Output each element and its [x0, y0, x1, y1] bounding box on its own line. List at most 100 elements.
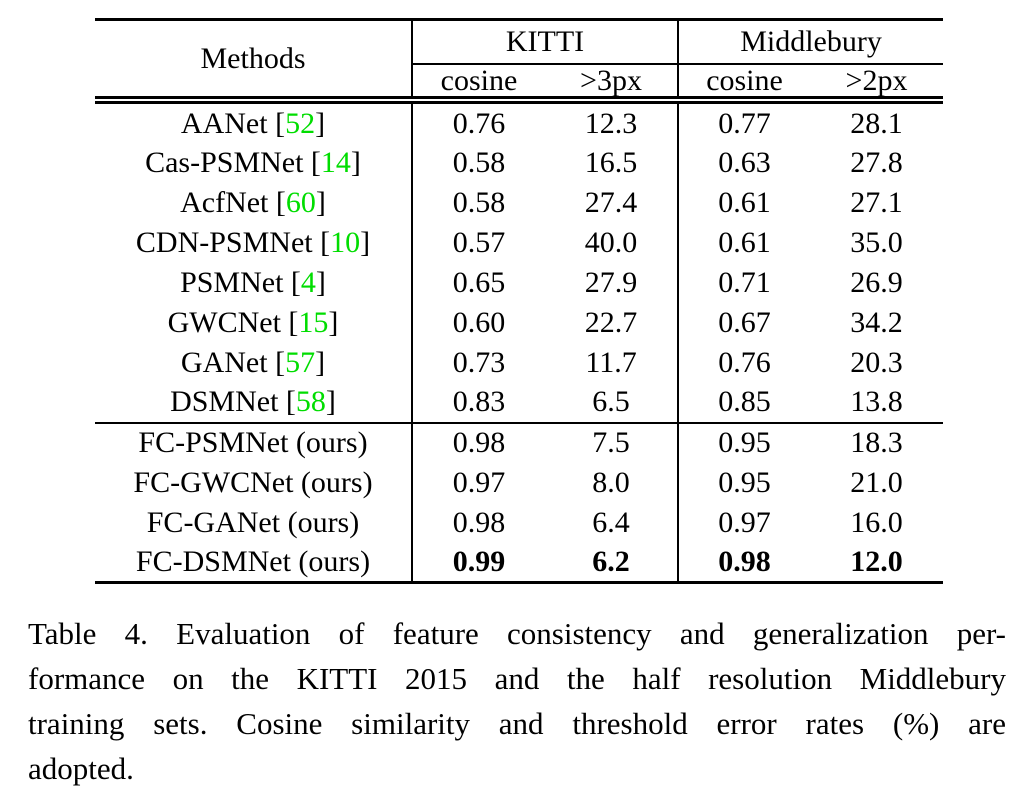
middlebury-cosine-value: 0.98 [677, 542, 811, 583]
kitti-3px-value: 27.4 [584, 185, 638, 219]
kitti-cosine-value: 0.98 [411, 421, 545, 463]
middlebury-2px-value: 34.2 [850, 305, 903, 339]
middlebury-2px-value: 18.3 [810, 421, 944, 463]
kitti-cosine-value: 0.76 [411, 102, 545, 143]
kitti-3px-value: 6.4 [592, 505, 630, 539]
method-name: FC-DSMNet (ours) [135, 545, 371, 578]
citation-ref[interactable]: 58 [295, 385, 326, 419]
middlebury-2px-value: 27.8 [850, 145, 903, 179]
header-row-groups: Methods KITTI Middlebury [95, 19, 944, 74]
kitti-cosine-value: 0.58 [411, 182, 545, 223]
citation-bracket: ] [315, 265, 326, 299]
col-group-middlebury: Middlebury [677, 19, 944, 65]
citation-bracket: ] [315, 345, 326, 379]
table-row-fc-gwcnet: FC-GWCNet (ours) 0.97 8.0 0.95 21.0 [95, 462, 943, 503]
middlebury-cosine-value: 0.85 [677, 382, 811, 423]
method-name: AANet [ [180, 106, 286, 140]
method-name: AcfNet [ [180, 185, 286, 219]
results-table: Methods KITTI Middlebury cosine >3px cos… [95, 18, 944, 584]
kitti-cosine-value: 0.58 [411, 142, 545, 183]
citation-ref[interactable]: 15 [298, 305, 329, 339]
middlebury-cosine-value: 0.95 [677, 421, 811, 463]
middlebury-cosine-value: 0.97 [677, 502, 811, 543]
middlebury-cosine-value: 0.71 [677, 262, 811, 303]
citation-ref[interactable]: 4 [300, 265, 316, 299]
middlebury-2px-value: 27.1 [850, 185, 903, 219]
kitti-3px-value: 7.5 [545, 421, 679, 463]
kitti-cosine-value: 0.60 [411, 302, 545, 343]
table-row-fc-ganet: FC-GANet (ours) 0.98 6.4 0.97 16.0 [95, 502, 943, 543]
citation-bracket: ] [350, 145, 361, 179]
table-row-fc-psmnet: FC-PSMNet (ours) 0.98 7.5 0.95 18.3 [95, 421, 944, 463]
table-row-dsmnet: DSMNet [58] 0.83 6.5 0.85 13.8 [95, 382, 943, 423]
subheader-kitti-3px: >3px [580, 63, 642, 97]
citation-ref[interactable]: 14 [320, 145, 351, 179]
kitti-cosine-value: 0.97 [411, 462, 545, 503]
table-row-psmnet: PSMNet [4] 0.65 27.9 0.71 26.9 [95, 262, 943, 303]
kitti-cosine-value: 0.57 [411, 222, 545, 263]
method-name: DSMNet [ [170, 385, 296, 419]
middlebury-cosine-value: 0.76 [677, 342, 811, 383]
middlebury-cosine-value: 0.67 [677, 302, 811, 343]
caption-line: training sets. Cosine similarity and thr… [28, 706, 1006, 741]
method-name: GANet [ [180, 345, 286, 379]
kitti-3px-value: 11.7 [585, 345, 637, 379]
middlebury-cosine-value: 0.61 [677, 182, 811, 223]
table-row-acfnet: AcfNet [60] 0.58 27.4 0.61 27.1 [95, 182, 943, 223]
kitti-3px-value: 12.3 [584, 106, 638, 140]
kitti-cosine-value: 0.99 [411, 542, 545, 583]
citation-ref[interactable]: 57 [285, 345, 316, 379]
kitti-cosine-value: 0.65 [411, 262, 545, 303]
middlebury-cosine-value: 0.63 [677, 142, 811, 183]
method-name: FC-GANet (ours) [146, 505, 360, 539]
method-name: FC-GWCNet (ours) [133, 465, 373, 499]
middlebury-2px-value: 21.0 [850, 465, 903, 499]
table-row-cas-psmnet: Cas-PSMNet [14] 0.58 16.5 0.63 27.8 [95, 142, 943, 183]
citation-ref[interactable]: 10 [330, 225, 361, 259]
table-row-cdn-psmnet: CDN-PSMNet [10] 0.57 40.0 0.61 35.0 [95, 222, 943, 263]
table-row-fc-dsmnet: FC-DSMNet (ours) 0.99 6.2 0.98 12.0 [95, 542, 943, 583]
method-name: GWCNet [ [167, 305, 299, 339]
method-name: CDN-PSMNet [ [135, 225, 331, 259]
middlebury-2px-value: 28.1 [850, 106, 903, 140]
middlebury-2px-value: 20.3 [850, 345, 903, 379]
kitti-3px-value: 22.7 [584, 305, 638, 339]
kitti-3px-value: 40.0 [584, 225, 638, 259]
caption-line: Table 4. Evaluation of feature consisten… [28, 616, 1006, 651]
caption-line: formance on the KITTI 2015 and the half … [28, 661, 1006, 696]
subheader-middlebury-2px: >2px [845, 63, 908, 97]
citation-bracket: ] [315, 185, 326, 219]
table-row-ganet: GANet [57] 0.73 11.7 0.76 20.3 [95, 342, 943, 383]
citation-ref[interactable]: 52 [285, 106, 316, 140]
middlebury-cosine-value: 0.77 [677, 102, 811, 143]
citation-bracket: ] [315, 106, 326, 140]
kitti-cosine-value: 0.98 [411, 502, 545, 543]
middlebury-cosine-value: 0.61 [677, 222, 811, 263]
kitti-3px-value: 6.5 [592, 385, 630, 419]
method-name: FC-PSMNet (ours) [138, 426, 368, 460]
citation-bracket: ] [325, 385, 336, 419]
citation-bracket: ] [328, 305, 339, 339]
middlebury-cosine-value: 0.95 [677, 462, 811, 503]
table-caption: Table 4. Evaluation of feature consisten… [28, 611, 1006, 791]
middlebury-2px-value: 35.0 [850, 225, 903, 259]
caption-line: adopted. [28, 751, 134, 786]
kitti-3px-value: 6.2 [592, 545, 630, 578]
method-name: Cas-PSMNet [ [145, 145, 321, 179]
method-name: PSMNet [ [180, 265, 301, 299]
middlebury-2px-value: 13.8 [850, 385, 903, 419]
middlebury-2px-value: 26.9 [850, 265, 903, 299]
kitti-cosine-value: 0.83 [411, 382, 545, 423]
subheader-kitti-cosine: cosine [411, 63, 545, 98]
kitti-cosine-value: 0.73 [411, 342, 545, 383]
double-rule [95, 96, 944, 104]
col-group-kitti: KITTI [410, 19, 679, 65]
col-header-methods: Methods [200, 41, 306, 75]
header-row-metrics: cosine >3px cosine >2px [95, 63, 943, 98]
kitti-3px-value: 16.5 [584, 145, 638, 179]
kitti-3px-value: 27.9 [584, 265, 638, 299]
citation-ref[interactable]: 60 [285, 185, 316, 219]
table-row-gwcnet: GWCNet [15] 0.60 22.7 0.67 34.2 [95, 302, 943, 343]
citation-bracket: ] [360, 225, 371, 259]
middlebury-2px-value: 16.0 [850, 505, 903, 539]
